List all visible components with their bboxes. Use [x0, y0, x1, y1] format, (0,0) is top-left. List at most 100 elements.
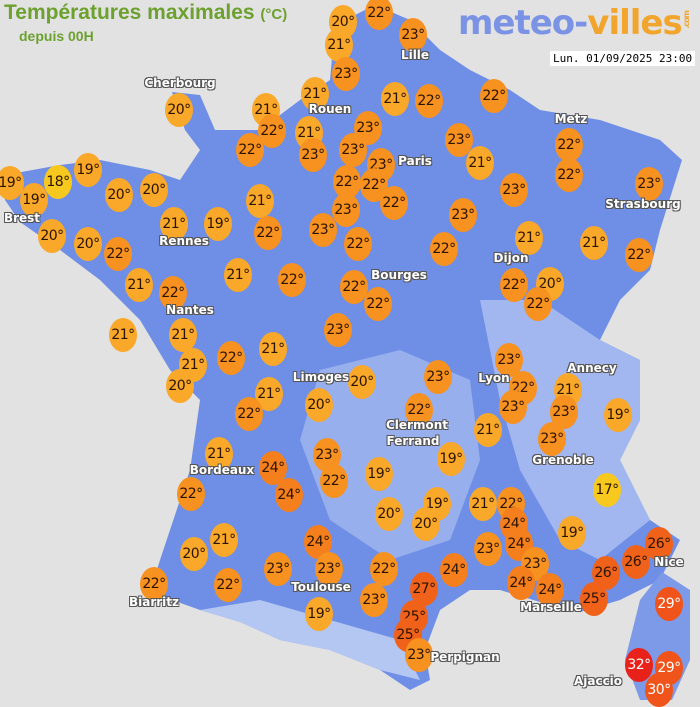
temperature-marker[interactable]: 21°	[224, 258, 252, 292]
temperature-marker[interactable]: 23°	[474, 532, 502, 566]
logo-accent: villes	[587, 3, 682, 43]
temperature-marker[interactable]: 21°	[325, 28, 353, 62]
temperature-marker[interactable]: 21°	[125, 268, 153, 302]
temperature-marker[interactable]: 22°	[278, 263, 306, 297]
temperature-marker[interactable]: 21°	[246, 184, 274, 218]
temperature-marker[interactable]: 23°	[538, 422, 566, 456]
temperature-marker[interactable]: 24°	[275, 478, 303, 512]
temperature-marker[interactable]: 22°	[380, 186, 408, 220]
temperature-marker[interactable]: 23°	[405, 638, 433, 672]
temperature-marker[interactable]: 22°	[340, 270, 368, 304]
temperature-marker[interactable]: 20°	[38, 219, 66, 253]
logo-main: meteo-	[458, 3, 588, 43]
temperature-marker[interactable]: 21°	[381, 82, 409, 116]
temperature-marker[interactable]: 23°	[299, 138, 327, 172]
temperature-marker[interactable]: 20°	[412, 507, 440, 541]
temperature-marker[interactable]: 24°	[440, 553, 468, 587]
temperature-marker[interactable]: 22°	[430, 232, 458, 266]
temperature-marker[interactable]: 21°	[160, 207, 188, 241]
temperature-marker[interactable]: 19°	[558, 516, 586, 550]
temperature-marker[interactable]: 22°	[344, 227, 372, 261]
temperature-marker[interactable]: 22°	[104, 237, 132, 271]
temperature-marker[interactable]: 22°	[365, 0, 393, 30]
temperature-marker[interactable]: 20°	[74, 227, 102, 261]
temperature-marker[interactable]: 21°	[515, 221, 543, 255]
temperature-marker[interactable]: 20°	[348, 365, 376, 399]
temperature-marker[interactable]: 22°	[217, 341, 245, 375]
temperature-marker[interactable]: 23°	[315, 552, 343, 586]
temperature-marker[interactable]: 23°	[399, 18, 427, 52]
temperature-marker[interactable]: 21°	[469, 487, 497, 521]
temperature-marker[interactable]: 23°	[635, 167, 663, 201]
temperature-marker[interactable]: 22°	[555, 158, 583, 192]
temperature-marker[interactable]: 25°	[580, 582, 608, 616]
temperature-marker[interactable]: 23°	[309, 213, 337, 247]
temperature-marker[interactable]: 19°	[365, 457, 393, 491]
temperature-marker[interactable]: 23°	[332, 193, 360, 227]
temperature-marker[interactable]: 21°	[474, 413, 502, 447]
temperature-marker[interactable]: 21°	[259, 332, 287, 366]
temperature-marker[interactable]: 22°	[524, 287, 552, 321]
temperature-marker[interactable]: 18°	[44, 165, 72, 199]
temperature-marker[interactable]: 19°	[305, 597, 333, 631]
city-label: Grenoble	[532, 453, 594, 467]
city-label: Bourges	[371, 268, 427, 282]
temperature-marker[interactable]: 19°	[74, 153, 102, 187]
temperature-marker[interactable]: 21°	[169, 318, 197, 352]
temperature-marker[interactable]: 21°	[210, 523, 238, 557]
temperature-marker[interactable]: 22°	[159, 276, 187, 310]
temperature-marker[interactable]: 20°	[165, 93, 193, 127]
temperature-marker[interactable]: 22°	[555, 128, 583, 162]
temperature-marker[interactable]: 23°	[424, 360, 452, 394]
temperature-marker[interactable]: 23°	[360, 583, 388, 617]
temperature-marker[interactable]: 21°	[466, 146, 494, 180]
temperature-marker[interactable]: 22°	[235, 397, 263, 431]
temperature-marker[interactable]: 22°	[320, 464, 348, 498]
temperature-marker[interactable]: 21°	[109, 318, 137, 352]
temperature-marker[interactable]: 22°	[364, 287, 392, 321]
temperature-marker[interactable]: 29°	[655, 587, 683, 621]
temperature-marker[interactable]: 26°	[622, 545, 650, 579]
temperature-marker[interactable]: 27°	[410, 572, 438, 606]
temperature-marker[interactable]: 20°	[375, 497, 403, 531]
temperature-marker[interactable]: 23°	[324, 313, 352, 347]
temperature-marker[interactable]: 22°	[140, 567, 168, 601]
temperature-marker[interactable]: 19°	[604, 398, 632, 432]
temperature-marker[interactable]: 22°	[254, 216, 282, 250]
temperature-marker[interactable]: 20°	[140, 173, 168, 207]
temperature-marker[interactable]: 23°	[500, 173, 528, 207]
temperature-marker[interactable]: 23°	[264, 552, 292, 586]
temperature-marker[interactable]: 24°	[536, 573, 564, 607]
temperature-marker[interactable]: 23°	[449, 198, 477, 232]
temperature-marker[interactable]: 19°	[20, 183, 48, 217]
temperature-marker[interactable]: 20°	[180, 537, 208, 571]
temperature-marker[interactable]: 22°	[236, 133, 264, 167]
temperature-marker[interactable]: 22°	[415, 84, 443, 118]
temperature-marker[interactable]: 19°	[204, 207, 232, 241]
temperature-marker[interactable]: 22°	[625, 238, 653, 272]
temperature-marker[interactable]: 23°	[354, 111, 382, 145]
temperature-marker[interactable]: 22°	[405, 393, 433, 427]
temperature-marker[interactable]: 19°	[437, 442, 465, 476]
temperature-marker[interactable]: 23°	[495, 343, 523, 377]
temperature-marker[interactable]: 22°	[177, 477, 205, 511]
temperature-marker[interactable]: 22°	[370, 552, 398, 586]
temperature-marker[interactable]: 21°	[580, 226, 608, 260]
temperature-marker[interactable]: 22°	[214, 568, 242, 602]
city-label: Ferrand	[386, 434, 440, 448]
temperature-marker[interactable]: 32°	[625, 648, 653, 682]
temperature-marker[interactable]: 21°	[205, 437, 233, 471]
temperature-marker[interactable]: 26°	[645, 527, 673, 561]
temperature-marker[interactable]: 22°	[480, 79, 508, 113]
temperature-marker[interactable]: 22°	[500, 268, 528, 302]
temperature-marker[interactable]: 21°	[301, 77, 329, 111]
temperature-marker[interactable]: 23°	[499, 390, 527, 424]
temperature-marker[interactable]: 24°	[507, 566, 535, 600]
temperature-marker[interactable]: 23°	[339, 133, 367, 167]
temperature-marker[interactable]: 20°	[305, 388, 333, 422]
temperature-marker[interactable]: 20°	[105, 178, 133, 212]
temperature-marker[interactable]: 23°	[332, 57, 360, 91]
temperature-marker[interactable]: 30°	[645, 673, 673, 707]
temperature-marker[interactable]: 17°	[593, 473, 621, 507]
temperature-marker[interactable]: 20°	[166, 369, 194, 403]
